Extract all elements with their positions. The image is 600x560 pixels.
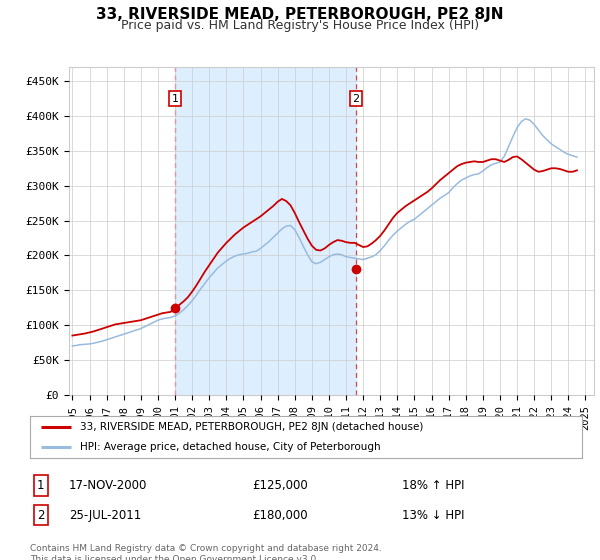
Text: £180,000: £180,000: [252, 508, 308, 522]
Text: 1: 1: [172, 94, 179, 104]
Text: 2: 2: [352, 94, 359, 104]
Text: 17-NOV-2000: 17-NOV-2000: [69, 479, 148, 492]
Text: £125,000: £125,000: [252, 479, 308, 492]
Text: 13% ↓ HPI: 13% ↓ HPI: [402, 508, 464, 522]
Text: 25-JUL-2011: 25-JUL-2011: [69, 508, 141, 522]
Text: 33, RIVERSIDE MEAD, PETERBOROUGH, PE2 8JN: 33, RIVERSIDE MEAD, PETERBOROUGH, PE2 8J…: [96, 7, 504, 22]
Text: HPI: Average price, detached house, City of Peterborough: HPI: Average price, detached house, City…: [80, 442, 380, 452]
Text: 1: 1: [37, 479, 44, 492]
Text: 18% ↑ HPI: 18% ↑ HPI: [402, 479, 464, 492]
Bar: [175, 67, 356, 395]
Text: Price paid vs. HM Land Registry's House Price Index (HPI): Price paid vs. HM Land Registry's House …: [121, 19, 479, 32]
Text: 33, RIVERSIDE MEAD, PETERBOROUGH, PE2 8JN (detached house): 33, RIVERSIDE MEAD, PETERBOROUGH, PE2 8J…: [80, 422, 423, 432]
Text: Contains HM Land Registry data © Crown copyright and database right 2024.
This d: Contains HM Land Registry data © Crown c…: [30, 544, 382, 560]
Text: 2: 2: [37, 508, 44, 522]
